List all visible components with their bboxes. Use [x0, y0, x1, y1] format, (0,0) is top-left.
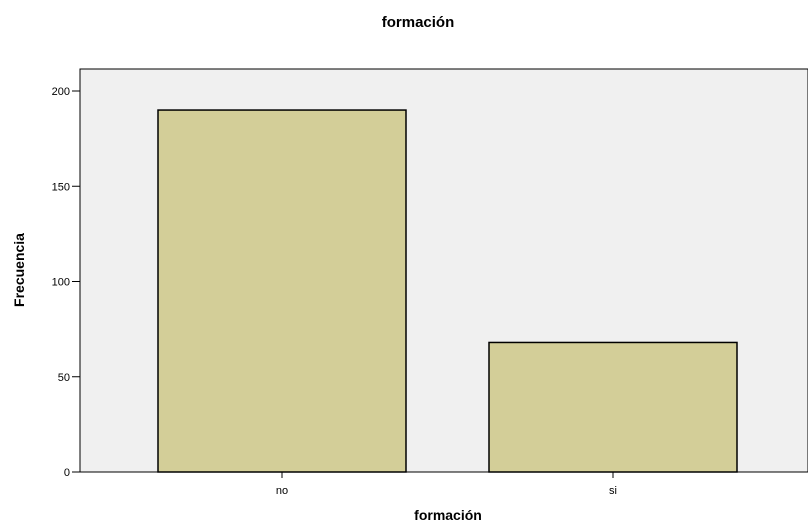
- y-tick-label: 50: [58, 372, 70, 384]
- y-tick-label: 100: [52, 277, 70, 289]
- y-tick-label: 200: [52, 86, 70, 98]
- y-axis-title: Frecuencia: [11, 233, 27, 307]
- y-tick-label: 150: [52, 181, 70, 193]
- x-tick-label-si: si: [609, 485, 617, 497]
- x-tick-label-no: no: [276, 485, 288, 497]
- bar-no: [157, 109, 407, 473]
- bar-si: [488, 341, 738, 473]
- chart-title: formación: [382, 14, 455, 31]
- x-axis-title: formación: [414, 507, 482, 523]
- y-tick-label: 0: [64, 467, 70, 479]
- y-axis: 0 50 100 150 200: [52, 86, 80, 479]
- x-axis: no si: [276, 472, 617, 497]
